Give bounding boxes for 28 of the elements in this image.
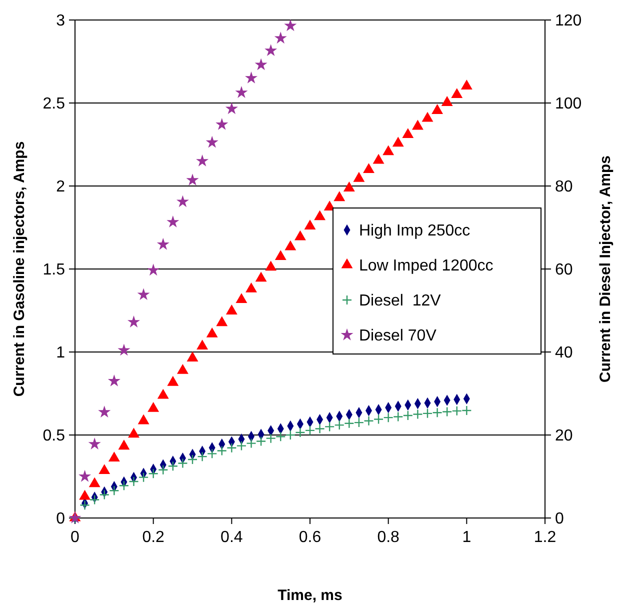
x-tick-label: 0.6 bbox=[298, 529, 322, 546]
legend-label: Diesel 12V bbox=[359, 292, 442, 310]
y-tick-label: 1.5 bbox=[42, 262, 66, 279]
legend-label: Low Imped 1200cc bbox=[359, 258, 494, 275]
y2-tick-label: 60 bbox=[555, 262, 573, 279]
x-tick-label: 0.4 bbox=[220, 529, 243, 546]
y2-tick-label: 100 bbox=[555, 96, 582, 113]
x-tick-label: 1.2 bbox=[534, 529, 556, 546]
y-tick-label: 1 bbox=[56, 344, 66, 362]
y2-tick-label: 40 bbox=[555, 344, 573, 362]
y-tick-label: 2.5 bbox=[42, 96, 66, 113]
x-tick-label: 1 bbox=[462, 529, 472, 546]
legend-label: High Imp 250cc bbox=[359, 222, 470, 240]
y-tick-label: 3 bbox=[56, 12, 66, 30]
legend-label: Diesel 70V bbox=[359, 328, 437, 345]
y-tick-label: 0.5 bbox=[42, 428, 66, 445]
y2-tick-label: 80 bbox=[555, 178, 573, 196]
x-tick-label: 0 bbox=[70, 529, 80, 546]
x-axis-title: Time, ms bbox=[278, 587, 342, 604]
y2-tick-label: 20 bbox=[555, 428, 573, 445]
x-tick-label: 0.2 bbox=[142, 529, 165, 546]
y-axis-title: Current in Gasoline injectors, Amps bbox=[11, 141, 28, 397]
y2-tick-label: 0 bbox=[555, 510, 564, 528]
x-tick-label: 0.8 bbox=[377, 529, 400, 546]
y2-axis-title: Current in Diesel Injector, Amps bbox=[597, 156, 614, 382]
y-tick-label: 0 bbox=[56, 510, 66, 528]
y2-tick-label: 120 bbox=[555, 12, 582, 30]
y-tick-label: 2 bbox=[56, 178, 66, 196]
